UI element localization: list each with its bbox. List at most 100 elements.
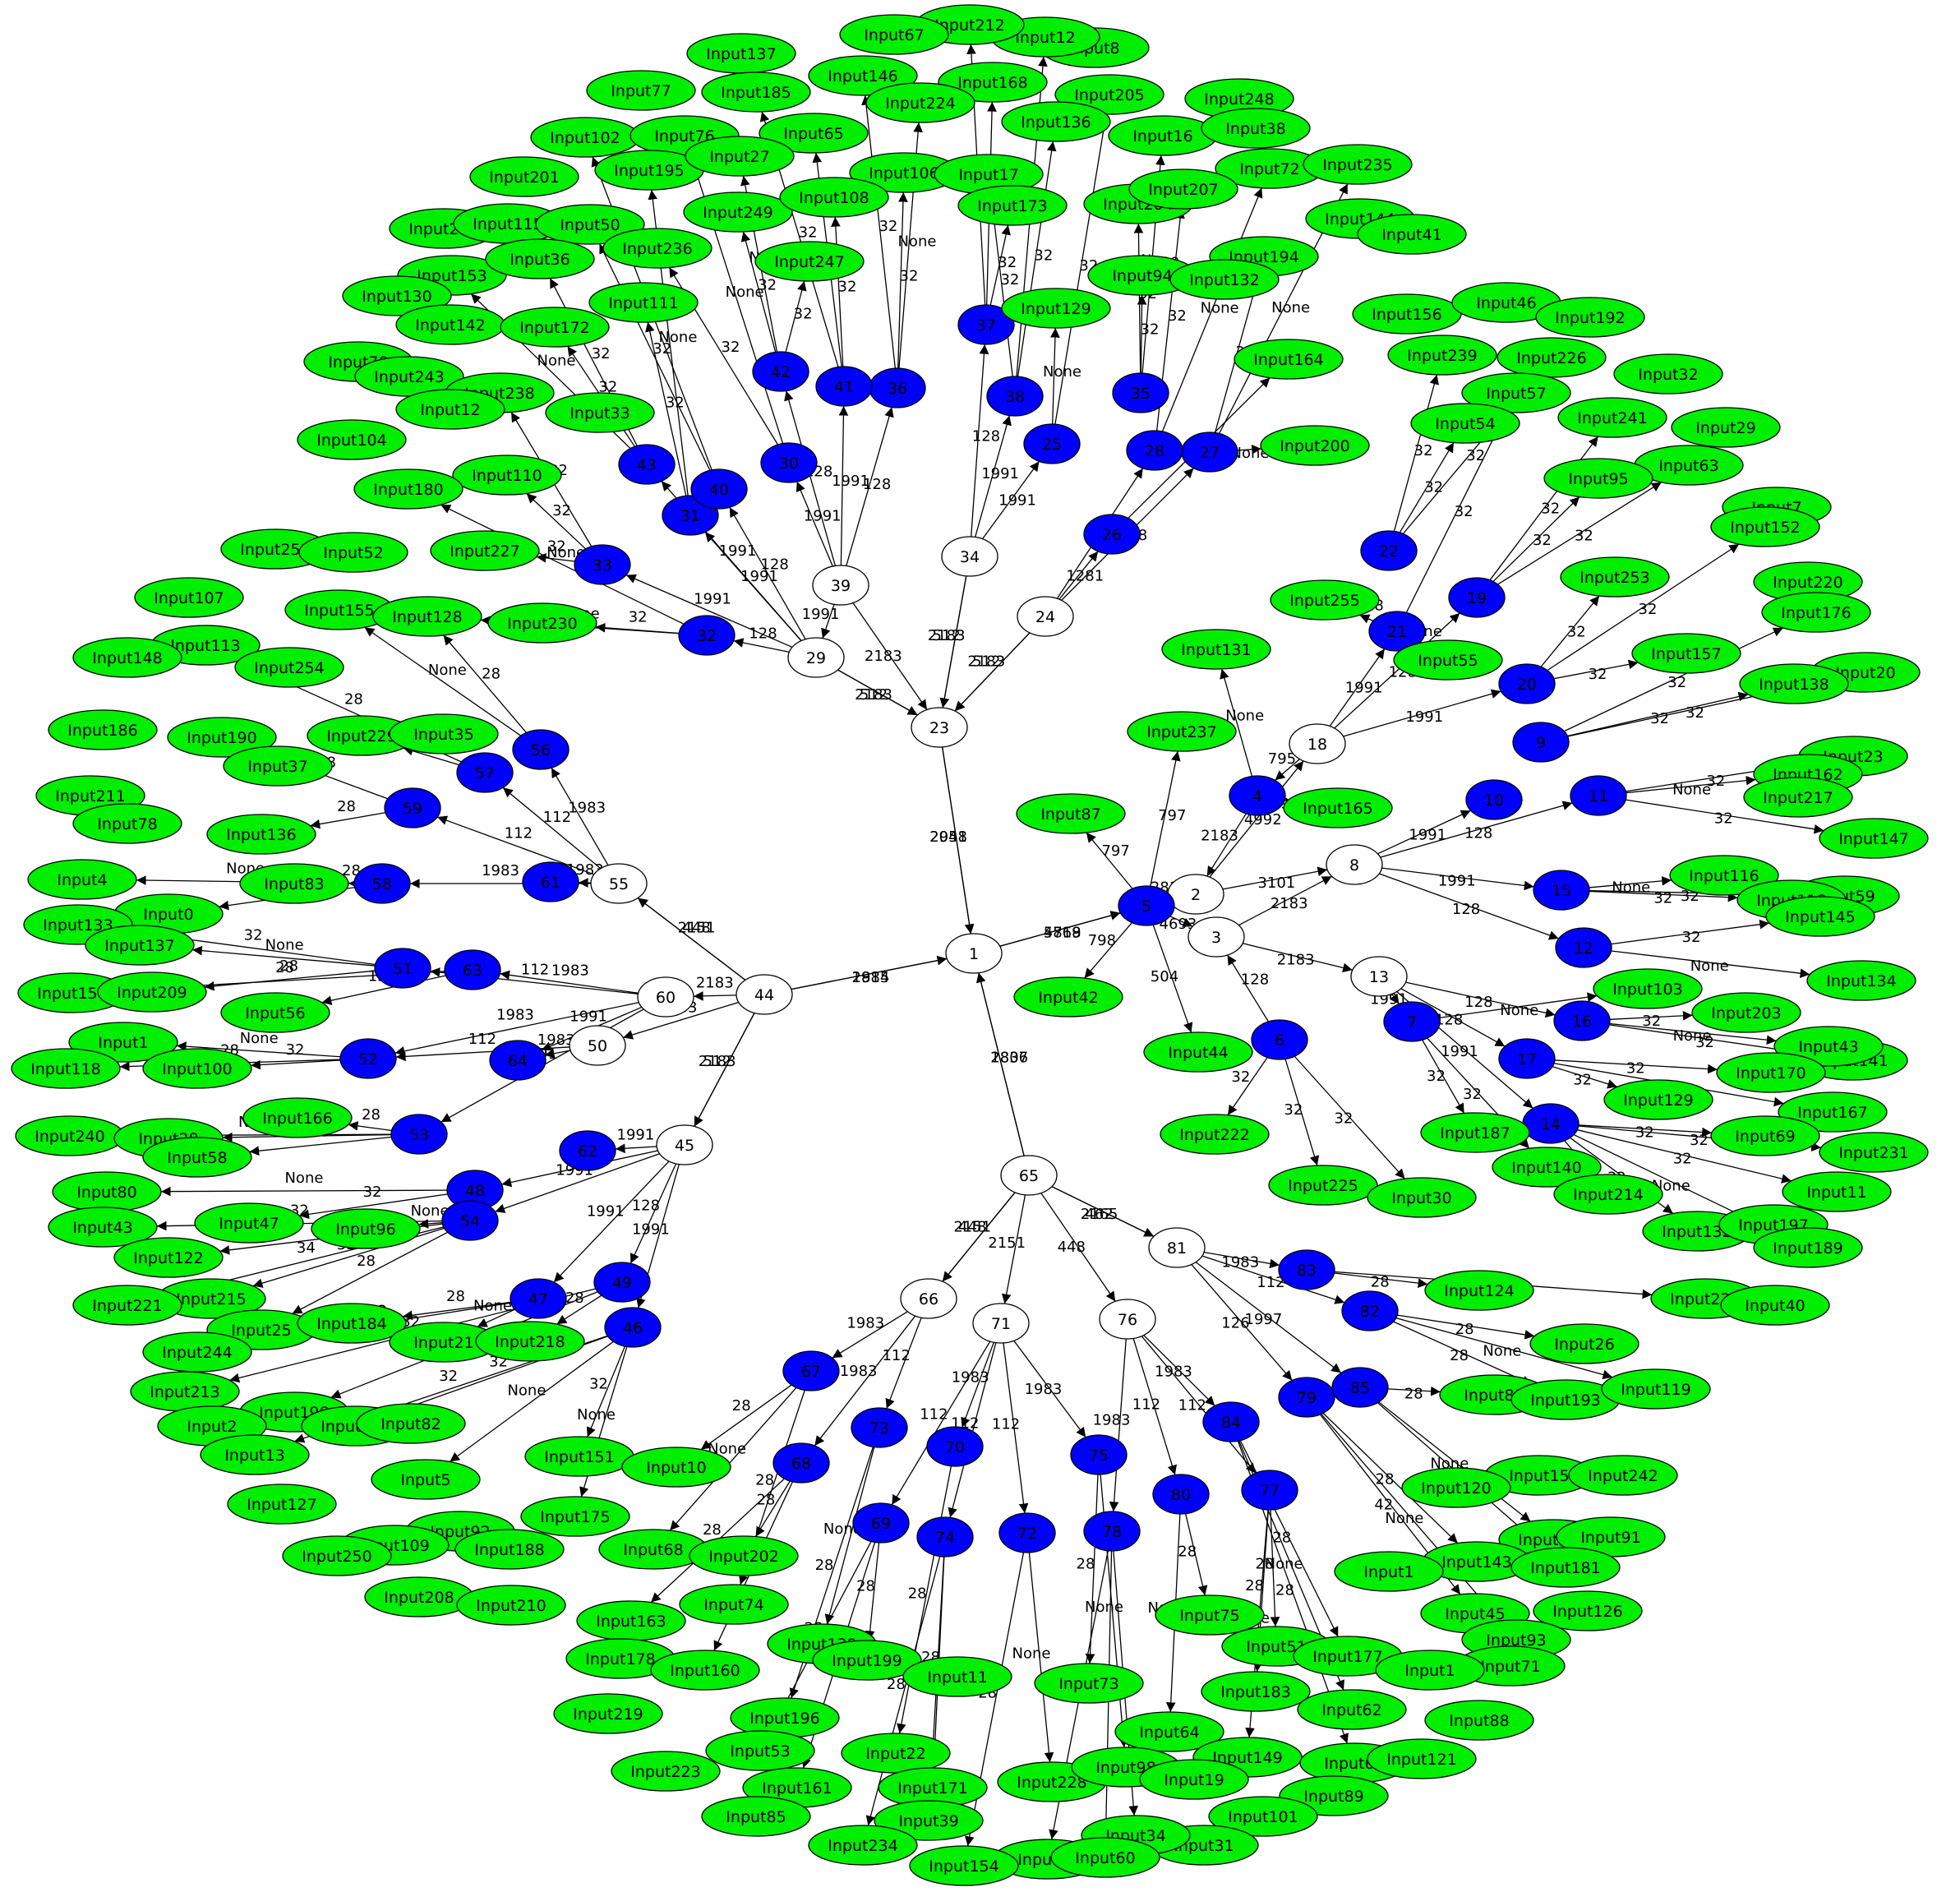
node-shape[interactable] <box>1710 1115 1820 1156</box>
node-i229[interactable]: Input229 <box>307 715 417 756</box>
node-shape[interactable] <box>475 1321 585 1362</box>
node-shape[interactable] <box>911 707 968 748</box>
node-27[interactable]: 27 <box>1181 431 1238 473</box>
node-i140[interactable]: Input140 <box>1492 1147 1602 1188</box>
node-shape[interactable] <box>372 596 482 637</box>
node-i166[interactable]: Input166 <box>242 1097 353 1138</box>
node-i121[interactable]: Input121 <box>1367 1738 1477 1779</box>
node-13[interactable]: 13 <box>1350 956 1408 997</box>
node-50[interactable]: 50 <box>569 1025 626 1066</box>
node-shape[interactable] <box>957 185 1068 226</box>
node-i187[interactable]: Input187 <box>1420 1112 1530 1153</box>
node-i227[interactable]: Input227 <box>430 530 540 571</box>
node-i219[interactable]: Input219 <box>553 1693 663 1734</box>
node-i185[interactable]: Input185 <box>701 72 811 113</box>
node-shape[interactable] <box>1229 775 1286 816</box>
node-shape[interactable] <box>1114 1711 1224 1752</box>
node-i103[interactable]: Input103 <box>1593 968 1703 1009</box>
node-i124[interactable]: Input124 <box>1424 1270 1534 1311</box>
node-shape[interactable] <box>1533 870 1590 911</box>
node-shape[interactable] <box>535 204 645 245</box>
node-shape[interactable] <box>1083 1511 1141 1552</box>
node-i16[interactable]: Input16 <box>1108 115 1218 156</box>
node-i201[interactable]: Input201 <box>469 156 579 197</box>
node-shape[interactable] <box>500 307 610 348</box>
node-shape[interactable] <box>353 468 463 510</box>
node-shape[interactable] <box>342 275 452 316</box>
node-shape[interactable] <box>1424 1700 1534 1741</box>
node-shape[interactable] <box>588 282 699 323</box>
node-i230[interactable]: Input230 <box>487 602 597 644</box>
node-i244[interactable]: Input244 <box>142 1331 252 1373</box>
node-shape[interactable] <box>986 376 1044 417</box>
node-shape[interactable] <box>787 637 845 678</box>
node-shape[interactable] <box>1367 1177 1477 1218</box>
node-i163[interactable]: Input163 <box>576 1600 686 1641</box>
node-shape[interactable] <box>113 1237 224 1278</box>
node-i30[interactable]: Input30 <box>1367 1177 1477 1218</box>
node-shape[interactable] <box>512 729 570 770</box>
node-19[interactable]: 19 <box>1448 577 1506 618</box>
node-20[interactable]: 20 <box>1498 663 1556 704</box>
node-shape[interactable] <box>1710 506 1820 547</box>
node-33[interactable]: 33 <box>574 544 631 585</box>
node-shape[interactable] <box>705 1730 815 1771</box>
node-i184[interactable]: Input184 <box>297 1303 407 1344</box>
node-i210[interactable]: Input210 <box>456 1585 566 1626</box>
node-shape[interactable] <box>520 1496 630 1537</box>
node-i78[interactable]: Input78 <box>72 803 182 844</box>
node-41[interactable]: 41 <box>815 366 873 407</box>
node-i120[interactable]: Input120 <box>1401 1467 1511 1508</box>
node-i74[interactable]: Input74 <box>679 1584 789 1625</box>
node-i102[interactable]: Input102 <box>530 117 640 158</box>
node-shape[interactable] <box>374 948 431 989</box>
node-i110[interactable]: Input110 <box>452 455 562 496</box>
node-i151[interactable]: Input151 <box>524 1436 634 1477</box>
node-i237[interactable]: Input237 <box>1127 711 1237 752</box>
node-i225[interactable]: Input225 <box>1268 1165 1378 1206</box>
node-i157[interactable]: Input157 <box>1631 633 1741 674</box>
node-shape[interactable] <box>142 1048 252 1089</box>
node-17[interactable]: 17 <box>1498 1038 1556 1079</box>
node-shape[interactable] <box>602 228 713 269</box>
node-62[interactable]: 62 <box>559 1130 616 1171</box>
node-shape[interactable] <box>916 1516 974 1557</box>
node-shape[interactable] <box>1334 1551 1444 1592</box>
node-6[interactable]: 6 <box>1251 1019 1308 1060</box>
node-5[interactable]: 5 <box>1118 885 1175 926</box>
node-i218[interactable]: Input218 <box>475 1321 585 1362</box>
node-i115[interactable]: Input115 <box>453 203 563 244</box>
node-shape[interactable] <box>1535 297 1645 338</box>
node-shape[interactable] <box>782 1350 840 1391</box>
node-shape[interactable] <box>1753 1227 1863 1268</box>
node-i202[interactable]: Input202 <box>689 1535 799 1576</box>
node-10[interactable]: 10 <box>1465 779 1523 820</box>
node-i172[interactable]: Input172 <box>500 307 610 348</box>
node-i19[interactable]: Input19 <box>1139 1759 1249 1800</box>
node-38[interactable]: 38 <box>986 376 1044 417</box>
node-shape[interactable] <box>1326 844 1383 885</box>
node-i12b[interactable]: Input12 <box>395 389 505 430</box>
node-shape[interactable] <box>1367 1738 1477 1779</box>
node-i180[interactable]: Input180 <box>353 468 463 510</box>
node-shape[interactable] <box>239 863 349 904</box>
node-shape[interactable] <box>1368 611 1426 652</box>
node-shape[interactable] <box>167 717 277 758</box>
node-12[interactable]: 12 <box>1555 927 1612 968</box>
node-i43[interactable]: Input43 <box>48 1207 158 1248</box>
node-i53[interactable]: Input53 <box>705 1730 815 1771</box>
node-i122[interactable]: Input122 <box>113 1237 224 1278</box>
node-shape[interactable] <box>1570 775 1627 816</box>
node-i5[interactable]: Input5 <box>371 1459 481 1500</box>
node-i26[interactable]: Input26 <box>1529 1323 1639 1364</box>
node-i15[interactable]: Input15 <box>1484 1455 1594 1496</box>
node-shape[interactable] <box>1017 596 1074 637</box>
node-i222[interactable]: Input222 <box>1160 1114 1270 1155</box>
node-i147[interactable]: Input147 <box>1819 818 1929 859</box>
node-shape[interactable] <box>1510 1547 1621 1588</box>
node-i186[interactable]: Input186 <box>48 709 158 750</box>
node-9[interactable]: 9 <box>1512 722 1570 763</box>
node-i215[interactable]: Input215 <box>156 1278 266 1319</box>
node-shape[interactable] <box>1000 1155 1058 1196</box>
node-i145[interactable]: Input145 <box>1765 896 1875 937</box>
